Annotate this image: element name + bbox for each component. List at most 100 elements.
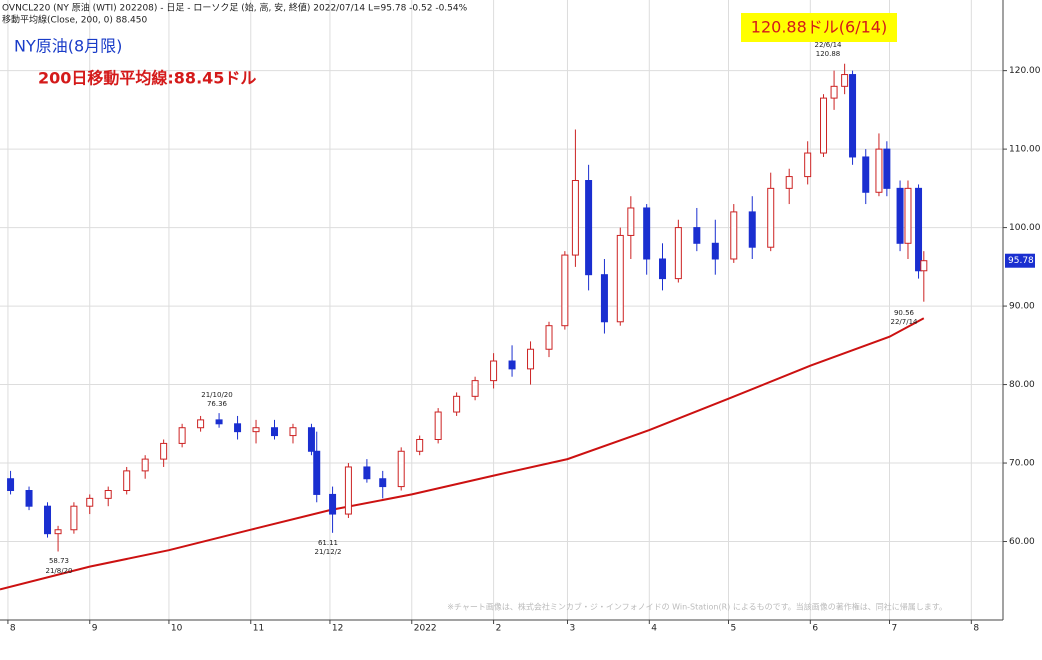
candle-body [104, 490, 112, 499]
last-price-box [1005, 253, 1035, 268]
candle-body [54, 529, 62, 535]
marks [0, 63, 928, 591]
candle-body [830, 85, 838, 99]
candle-body [234, 423, 242, 433]
candle-body [252, 427, 260, 433]
candle-body [561, 254, 569, 327]
candle-body [141, 458, 149, 472]
candle-body [25, 490, 33, 507]
y-tick-label: 100.00 [1009, 223, 1041, 233]
candle-body [508, 360, 516, 370]
y-tick-label: 110.00 [1009, 145, 1041, 155]
candle-body [344, 466, 352, 515]
candle-body [70, 505, 78, 531]
candle-body [820, 97, 828, 154]
y-tick-label: 70.00 [1009, 459, 1035, 469]
x-tick-label: 11 [253, 624, 264, 634]
candle-body [197, 419, 205, 429]
candle-body [730, 211, 738, 260]
plot-area [0, 0, 1003, 620]
candle-body [849, 74, 857, 158]
x-tick-label: 7 [892, 624, 898, 634]
annotation-date: 21/10/20 [201, 391, 232, 399]
x-tick-label: 4 [651, 624, 657, 634]
x-tick-label: 10 [171, 624, 183, 634]
x-tick-label: 12 [332, 624, 343, 634]
candle-body [397, 450, 405, 488]
candle-body [379, 478, 387, 488]
title: NY原油(8月限) [14, 37, 122, 56]
annotation-value: 61.11 [318, 539, 338, 547]
annotation-value: 76.36 [207, 400, 228, 408]
annotation-value: 90.56 [894, 309, 915, 317]
candle-body [545, 325, 553, 350]
candle-body [600, 274, 608, 323]
candle-body [527, 348, 535, 370]
y-tick-label: 90.00 [1009, 302, 1035, 312]
y-tick-label: 60.00 [1009, 537, 1035, 547]
candle-body [659, 258, 667, 280]
ma-label: 200日移動平均線:88.45ドル [38, 69, 256, 88]
candle-body [471, 380, 479, 397]
candle-body [271, 427, 279, 437]
candle-body [627, 207, 635, 236]
header: OVNCL220 (NY 原油 (WTI) 202208) - 日足 - ローソ… [2, 2, 468, 14]
x-tick-label: 2022 [414, 624, 437, 634]
candle-body [841, 74, 849, 87]
x-tick-label: 8 [10, 624, 16, 634]
candle-body [711, 242, 719, 260]
annotation-value: 58.73 [49, 557, 69, 565]
candle-body [215, 419, 223, 425]
candle-body [904, 187, 912, 244]
annotation-date: 21/12/2 [315, 548, 342, 556]
peak-label: 120.88ドル(6/14) [751, 18, 887, 37]
candle-body [585, 180, 593, 276]
candle-body [434, 411, 442, 440]
copyright: ※チャート画像は、株式会社ミンカブ・ジ・インフォノイドの Win-Station… [447, 602, 947, 612]
y-tick-label: 80.00 [1009, 380, 1035, 390]
candle-body [7, 478, 15, 492]
candle-body [289, 427, 297, 437]
candle-body [862, 156, 870, 193]
candle-body [693, 227, 701, 244]
x-tick-label: 3 [569, 624, 575, 634]
candle-body [767, 187, 775, 248]
peak-box [741, 13, 897, 42]
moving-average-line [0, 317, 925, 591]
candle-body [313, 450, 321, 495]
x-tick-label: 9 [92, 624, 98, 634]
candle-body [643, 207, 651, 260]
y-tick-label: 120.00 [1009, 66, 1041, 76]
candle-body [674, 227, 682, 280]
candle-body [748, 211, 756, 248]
x-tick-label: 5 [730, 624, 736, 634]
x-tick-label: 6 [812, 624, 818, 634]
candle-body [875, 148, 883, 193]
annotation-date: 21/8/20 [46, 567, 73, 575]
candle-body [329, 493, 337, 515]
candle-body [915, 187, 923, 272]
candle-body [896, 187, 904, 244]
candle-body [44, 505, 52, 535]
candle-body [920, 260, 928, 272]
annotation-value: 120.88 [816, 50, 841, 58]
candle-body [571, 180, 579, 256]
candle-body [363, 466, 371, 480]
last-price: 95.78 [1008, 256, 1034, 266]
candle-body [160, 442, 168, 460]
candle-body [616, 234, 624, 323]
candle-body [490, 360, 498, 382]
candle-body [178, 427, 186, 444]
candle-body [804, 152, 812, 178]
subheader: 移動平均線(Close, 200, 0) 88.450 [2, 14, 148, 26]
axis-labels: 60.00 70.00 80.00 90.00 100.00 110.00 120.00 8 9… [7, 66, 1041, 634]
candle-body [86, 497, 94, 507]
candle-body [416, 438, 424, 452]
candle-body [307, 427, 315, 452]
candle-body [453, 395, 461, 413]
annotation-date: 22/6/14 [815, 41, 843, 49]
x-tick-label: 2 [496, 624, 502, 634]
annotation-date: 22/7/14 [891, 318, 919, 326]
candle-body [123, 470, 131, 492]
